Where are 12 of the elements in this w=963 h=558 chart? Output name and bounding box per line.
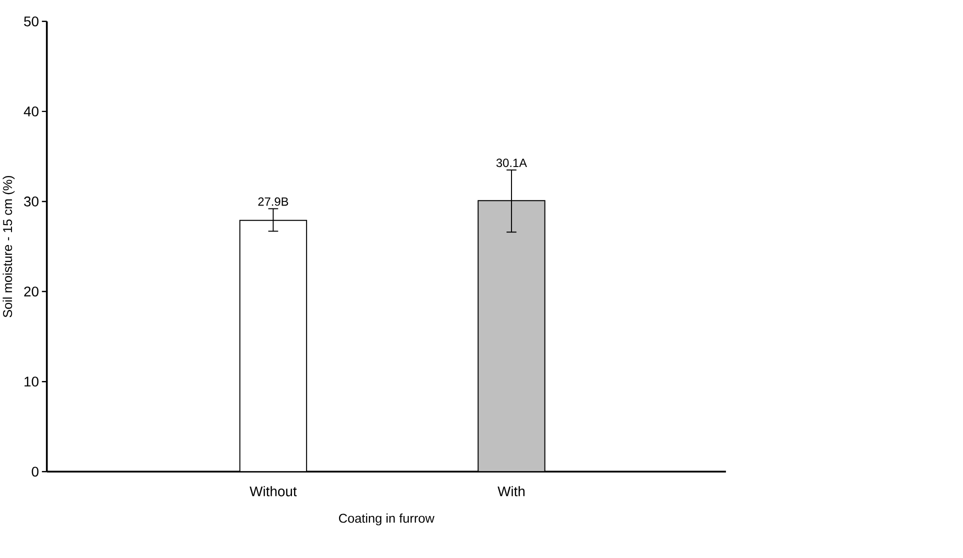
y-tick-label: 0 (32, 466, 38, 477)
y-tick-label: 30 (24, 196, 38, 206)
data-label: 30.1A (496, 158, 527, 168)
x-tick-label: With (498, 486, 525, 496)
y-axis-title: Soil moisture - 15 cm (%) (2, 176, 15, 318)
x-tick-label: Without (250, 486, 297, 496)
data-label: 27.9B (258, 197, 288, 206)
y-tick-label: 40 (24, 106, 38, 116)
y-tick-label: 10 (24, 376, 38, 387)
x-axis-title: Coating in furrow (338, 513, 434, 526)
y-tick-label: 20 (24, 286, 38, 296)
y-tick-label: 50 (24, 16, 38, 26)
